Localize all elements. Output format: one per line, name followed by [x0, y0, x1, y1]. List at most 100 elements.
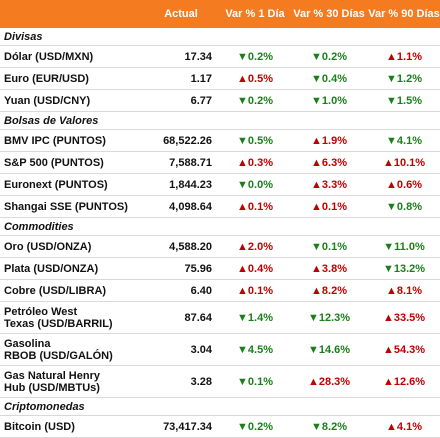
current-value: 6.40	[190, 284, 212, 297]
percent-change: ▲1.1%	[386, 50, 422, 63]
name-line: Yuan (USD/CNY)	[4, 94, 91, 107]
header-row: Actual Var % 1 Día Var % 30 Días Var % 90 D…	[0, 0, 440, 28]
instrument-name: BMV IPC (PUNTOS)	[0, 135, 150, 147]
percent-change: ▼1.4%	[237, 311, 273, 324]
name-line: S&P 500 (PUNTOS)	[4, 156, 104, 169]
instrument-name: Oro (USD/ONZA)	[0, 241, 150, 253]
percent-change: ▼11.0%	[383, 240, 425, 253]
percent-change: ▲0.6%	[386, 178, 422, 191]
instrument-name: Euronext (PUNTOS)	[0, 179, 150, 191]
percent-change: ▲8.2%	[311, 284, 347, 297]
instrument-name: Cobre (USD/LIBRA)	[0, 285, 150, 297]
percent-change: ▲12.6%	[382, 375, 426, 388]
current-value: 75.96	[184, 262, 212, 275]
data-row: BMV IPC (PUNTOS) 68,522.26 ▼0.5% ▲1.9% ▼4.1%	[0, 130, 440, 152]
current-value: 17.34	[184, 50, 212, 63]
instrument-name: Gas Natural Henry Hub (USD/MBTUs)	[0, 370, 150, 394]
instrument-name: Bitcoin (USD)	[0, 421, 150, 433]
name-line: Cobre (USD/LIBRA)	[4, 284, 107, 297]
percent-change: ▼4.5%	[237, 343, 273, 356]
section-title: Criptomonedas	[0, 398, 440, 416]
instrument-name: Gasolina RBOB (USD/GALÓN)	[0, 338, 150, 362]
data-row: Gas Natural Henry Hub (USD/MBTUs) 3.28 ▼0.1…	[0, 366, 440, 398]
current-value: 6.77	[190, 94, 212, 107]
data-row: Dólar (USD/MXN) 17.34 ▼0.2% ▼0.2% ▲1.1%	[0, 46, 440, 68]
percent-change: ▼14.6%	[307, 343, 351, 356]
column-header: Actual	[164, 8, 198, 20]
name-line: Hub (USD/MBTUs)	[4, 381, 100, 394]
percent-change: ▼0.2%	[237, 94, 273, 107]
section-title: Commodities	[0, 218, 440, 236]
percent-change: ▲0.5%	[237, 72, 273, 85]
percent-change: ▲3.3%	[311, 178, 347, 191]
percent-change: ▲0.4%	[237, 262, 273, 275]
name-line: Plata (USD/ONZA)	[4, 262, 99, 275]
current-value: 73,417.34	[163, 420, 212, 433]
percent-change: ▲3.8%	[311, 262, 347, 275]
data-row: Yuan (USD/CNY) 6.77 ▼0.2% ▼1.0% ▼1.5%	[0, 90, 440, 112]
instrument-name: Dólar (USD/MXN)	[0, 51, 150, 63]
percent-change: ▼1.2%	[386, 72, 422, 85]
data-row: Cobre (USD/LIBRA) 6.40 ▲0.1% ▲8.2% ▲8.1%	[0, 280, 440, 302]
instrument-name: S&P 500 (PUNTOS)	[0, 157, 150, 169]
percent-change: ▼4.1%	[386, 134, 422, 147]
current-value: 1,844.23	[169, 178, 212, 191]
instrument-name: Petróleo West Texas (USD/BARRIL)	[0, 306, 150, 330]
data-row: Plata (USD/ONZA) 75.96 ▲0.4% ▲3.8% ▼13.2%	[0, 258, 440, 280]
percent-change: ▲0.1%	[237, 200, 273, 213]
instrument-name: Yuan (USD/CNY)	[0, 95, 150, 107]
percent-change: ▲10.1%	[382, 156, 426, 169]
section-title: Bolsas de Valores	[0, 112, 440, 130]
name-line: Texas (USD/BARRIL)	[4, 317, 113, 330]
name-line: Oro (USD/ONZA)	[4, 240, 92, 253]
name-line: RBOB (USD/GALÓN)	[4, 349, 113, 362]
current-value: 3.28	[190, 375, 212, 388]
percent-change: ▼8.2%	[311, 420, 347, 433]
current-value: 1.17	[190, 72, 212, 85]
percent-change: ▲0.1%	[311, 200, 347, 213]
column-header: Var % 30 Días	[293, 8, 365, 20]
percent-change: ▲8.1%	[386, 284, 422, 297]
instrument-name: Shangai SSE (PUNTOS)	[0, 201, 150, 213]
column-header: Var % 1 Día	[225, 8, 285, 20]
percent-change: ▼0.2%	[237, 50, 273, 63]
data-row: S&P 500 (PUNTOS) 7,588.71 ▲0.3% ▲6.3% ▲10.1%	[0, 152, 440, 174]
data-row: Euro (EUR/USD) 1.17 ▲0.5% ▼0.4% ▼1.2%	[0, 68, 440, 90]
percent-change: ▼0.8%	[386, 200, 422, 213]
percent-change: ▲4.1%	[386, 420, 422, 433]
percent-change: ▲6.3%	[311, 156, 347, 169]
percent-change: ▲54.3%	[382, 343, 426, 356]
percent-change: ▲0.1%	[237, 284, 273, 297]
percent-change: ▲2.0%	[237, 240, 273, 253]
current-value: 87.64	[184, 311, 212, 324]
percent-change: ▲1.9%	[311, 134, 347, 147]
percent-change: ▼1.5%	[386, 94, 422, 107]
percent-change: ▲33.5%	[382, 311, 426, 324]
column-header: Var % 90 Días	[368, 8, 440, 20]
current-value: 3.04	[190, 343, 212, 356]
percent-change: ▼0.1%	[237, 375, 273, 388]
data-row: Shangai SSE (PUNTOS) 4,098.64 ▲0.1% ▲0.1% ▼0…	[0, 196, 440, 218]
percent-change: ▼0.2%	[237, 420, 273, 433]
name-line: Euronext (PUNTOS)	[4, 178, 108, 191]
section-title: Divisas	[0, 28, 440, 46]
percent-change: ▼0.0%	[237, 178, 273, 191]
name-line: Petróleo West	[4, 305, 78, 318]
name-line: BMV IPC (PUNTOS)	[4, 134, 106, 147]
current-value: 68,522.26	[163, 134, 212, 147]
percent-change: ▼0.5%	[237, 134, 273, 147]
data-row: Oro (USD/ONZA) 4,588.20 ▲2.0% ▼0.1% ▼11.0%	[0, 236, 440, 258]
data-row: Bitcoin (USD) 73,417.34 ▼0.2% ▼8.2% ▲4.1%	[0, 416, 440, 438]
percent-change: ▼0.2%	[311, 50, 347, 63]
percent-change: ▼13.2%	[382, 262, 426, 275]
data-row: Petróleo West Texas (USD/BARRIL) 87.64 ▼1.4…	[0, 302, 440, 334]
current-value: 4,588.20	[169, 240, 212, 253]
name-line: Gas Natural Henry	[4, 369, 100, 382]
name-line: Dólar (USD/MXN)	[4, 50, 94, 63]
percent-change: ▲28.3%	[307, 375, 351, 388]
percent-change: ▼0.4%	[311, 72, 347, 85]
percent-change: ▲0.3%	[237, 156, 273, 169]
name-line: Gasolina	[4, 337, 51, 350]
